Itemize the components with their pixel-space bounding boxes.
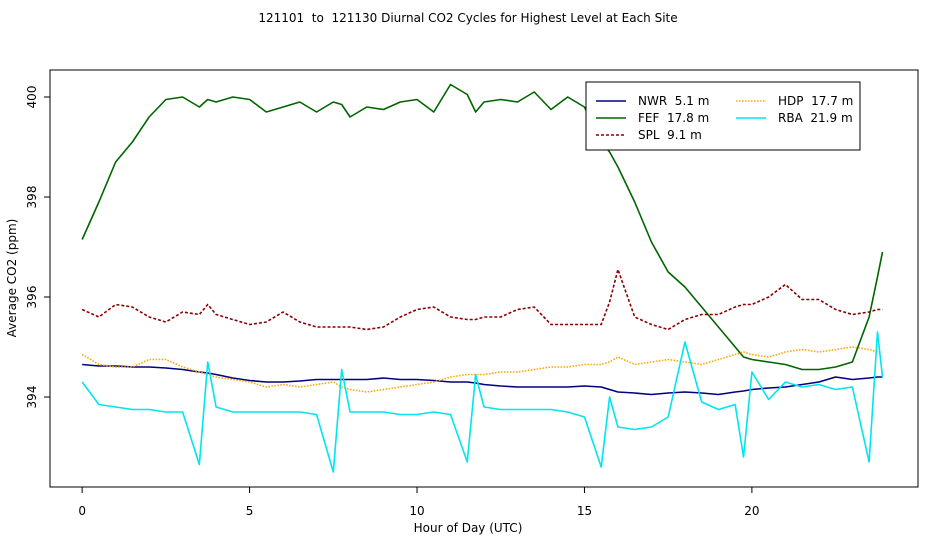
- y-axis-label: Average CO2 (ppm): [5, 219, 19, 338]
- legend-label: SPL 9.1 m: [638, 128, 702, 142]
- y-tick-label: 400: [25, 86, 39, 109]
- x-tick-label: 5: [246, 504, 254, 518]
- series-line: [81, 331, 884, 473]
- x-tick-label: 0: [78, 504, 86, 518]
- y-tick-label: 394: [25, 386, 39, 409]
- x-tick-label: 10: [409, 504, 424, 518]
- legend-box: [585, 81, 861, 151]
- x-axis-label: Hour of Day (UTC): [414, 521, 523, 535]
- x-tick-label: 15: [577, 504, 592, 518]
- series-line: [82, 363, 883, 396]
- chart-title: 121101 to 121130 Diurnal CO2 Cycles for …: [258, 11, 677, 25]
- legend-label: NWR 5.1 m: [638, 94, 709, 108]
- y-tick-label: 398: [25, 186, 39, 209]
- series-line: [81, 346, 883, 393]
- legend-label: FEF 17.8 m: [638, 111, 709, 125]
- legend-label: RBA 21.9 m: [778, 111, 853, 125]
- series-line: [81, 268, 883, 331]
- x-tick-label: 20: [744, 504, 759, 518]
- y-tick-label: 396: [25, 286, 39, 309]
- series-line: [81, 83, 884, 371]
- legend-label: HDP 17.7 m: [778, 94, 853, 108]
